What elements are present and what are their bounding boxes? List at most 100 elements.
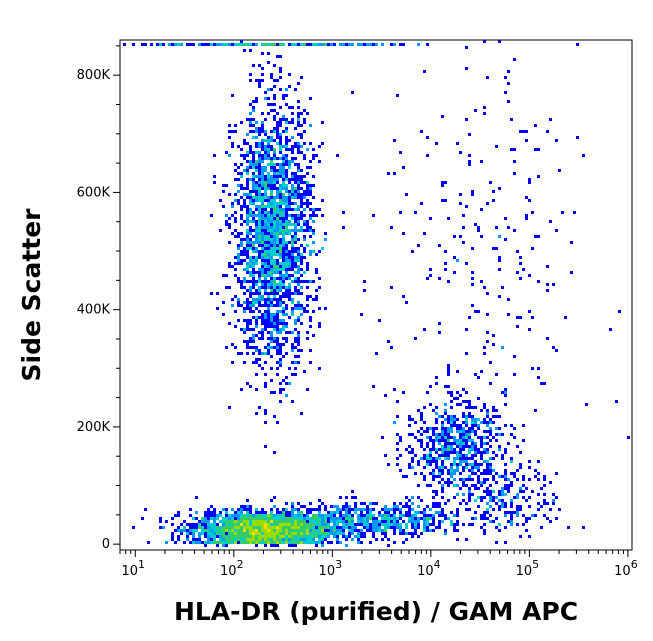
data-point	[312, 196, 315, 199]
data-point	[279, 391, 282, 394]
data-point	[264, 289, 267, 292]
data-point	[297, 112, 300, 115]
data-point	[261, 511, 264, 514]
data-point	[312, 508, 315, 511]
data-point	[465, 118, 468, 121]
data-point	[288, 253, 291, 256]
data-point	[429, 457, 432, 460]
data-point	[258, 514, 261, 517]
data-point	[291, 238, 294, 241]
x-axis-title: HLA-DR (purified) / GAM APC	[174, 597, 578, 626]
data-point	[315, 268, 318, 271]
data-point	[273, 202, 276, 205]
data-point	[543, 514, 546, 517]
data-point	[309, 319, 312, 322]
data-point	[285, 121, 288, 124]
data-point	[306, 244, 309, 247]
data-point	[378, 520, 381, 523]
data-point	[270, 43, 273, 46]
data-point	[150, 43, 153, 46]
data-point	[255, 256, 258, 259]
data-point	[255, 541, 258, 544]
data-point	[465, 415, 468, 418]
data-point	[279, 289, 282, 292]
data-point	[504, 505, 507, 508]
data-point	[330, 517, 333, 520]
data-point	[189, 43, 192, 46]
data-point	[249, 535, 252, 538]
data-point	[282, 94, 285, 97]
data-point	[258, 274, 261, 277]
data-point	[279, 172, 282, 175]
data-point	[483, 346, 486, 349]
data-point	[201, 529, 204, 532]
data-point	[471, 448, 474, 451]
data-point	[276, 220, 279, 223]
data-point	[276, 301, 279, 304]
data-point	[300, 124, 303, 127]
data-point	[438, 436, 441, 439]
data-point	[489, 457, 492, 460]
data-point	[270, 391, 273, 394]
data-point	[222, 313, 225, 316]
data-point	[270, 538, 273, 541]
data-point	[402, 514, 405, 517]
data-point	[297, 145, 300, 148]
data-point	[312, 157, 315, 160]
data-point	[381, 436, 384, 439]
data-point	[414, 532, 417, 535]
data-point	[468, 154, 471, 157]
data-point	[264, 139, 267, 142]
data-point	[288, 205, 291, 208]
data-point	[342, 517, 345, 520]
data-point	[495, 502, 498, 505]
data-point	[432, 472, 435, 475]
data-point	[243, 319, 246, 322]
data-point	[288, 532, 291, 535]
data-point	[270, 499, 273, 502]
data-point	[246, 166, 249, 169]
data-point	[381, 520, 384, 523]
data-point	[486, 490, 489, 493]
data-point	[291, 229, 294, 232]
data-point	[546, 265, 549, 268]
data-point	[264, 382, 267, 385]
data-point	[318, 250, 321, 253]
data-point	[438, 523, 441, 526]
data-point	[276, 514, 279, 517]
data-point	[450, 418, 453, 421]
data-point	[282, 226, 285, 229]
data-point	[483, 523, 486, 526]
data-point	[426, 520, 429, 523]
data-point	[462, 415, 465, 418]
data-point	[261, 262, 264, 265]
data-point	[216, 43, 219, 46]
data-point	[294, 535, 297, 538]
data-point	[258, 220, 261, 223]
data-point	[267, 97, 270, 100]
data-point	[219, 529, 222, 532]
data-point	[294, 280, 297, 283]
data-point	[486, 442, 489, 445]
data-point	[267, 352, 270, 355]
data-point	[270, 247, 273, 250]
data-point	[282, 286, 285, 289]
data-point	[303, 121, 306, 124]
data-point	[282, 202, 285, 205]
data-point	[315, 508, 318, 511]
data-point	[243, 328, 246, 331]
data-point	[264, 217, 267, 220]
data-point	[414, 517, 417, 520]
data-point	[267, 163, 270, 166]
data-point	[219, 520, 222, 523]
data-point	[270, 199, 273, 202]
data-point	[276, 367, 279, 370]
data-point	[273, 241, 276, 244]
data-point	[504, 424, 507, 427]
data-point	[267, 325, 270, 328]
data-point	[519, 262, 522, 265]
data-point	[339, 541, 342, 544]
data-point	[378, 523, 381, 526]
data-point	[432, 478, 435, 481]
data-point	[294, 142, 297, 145]
